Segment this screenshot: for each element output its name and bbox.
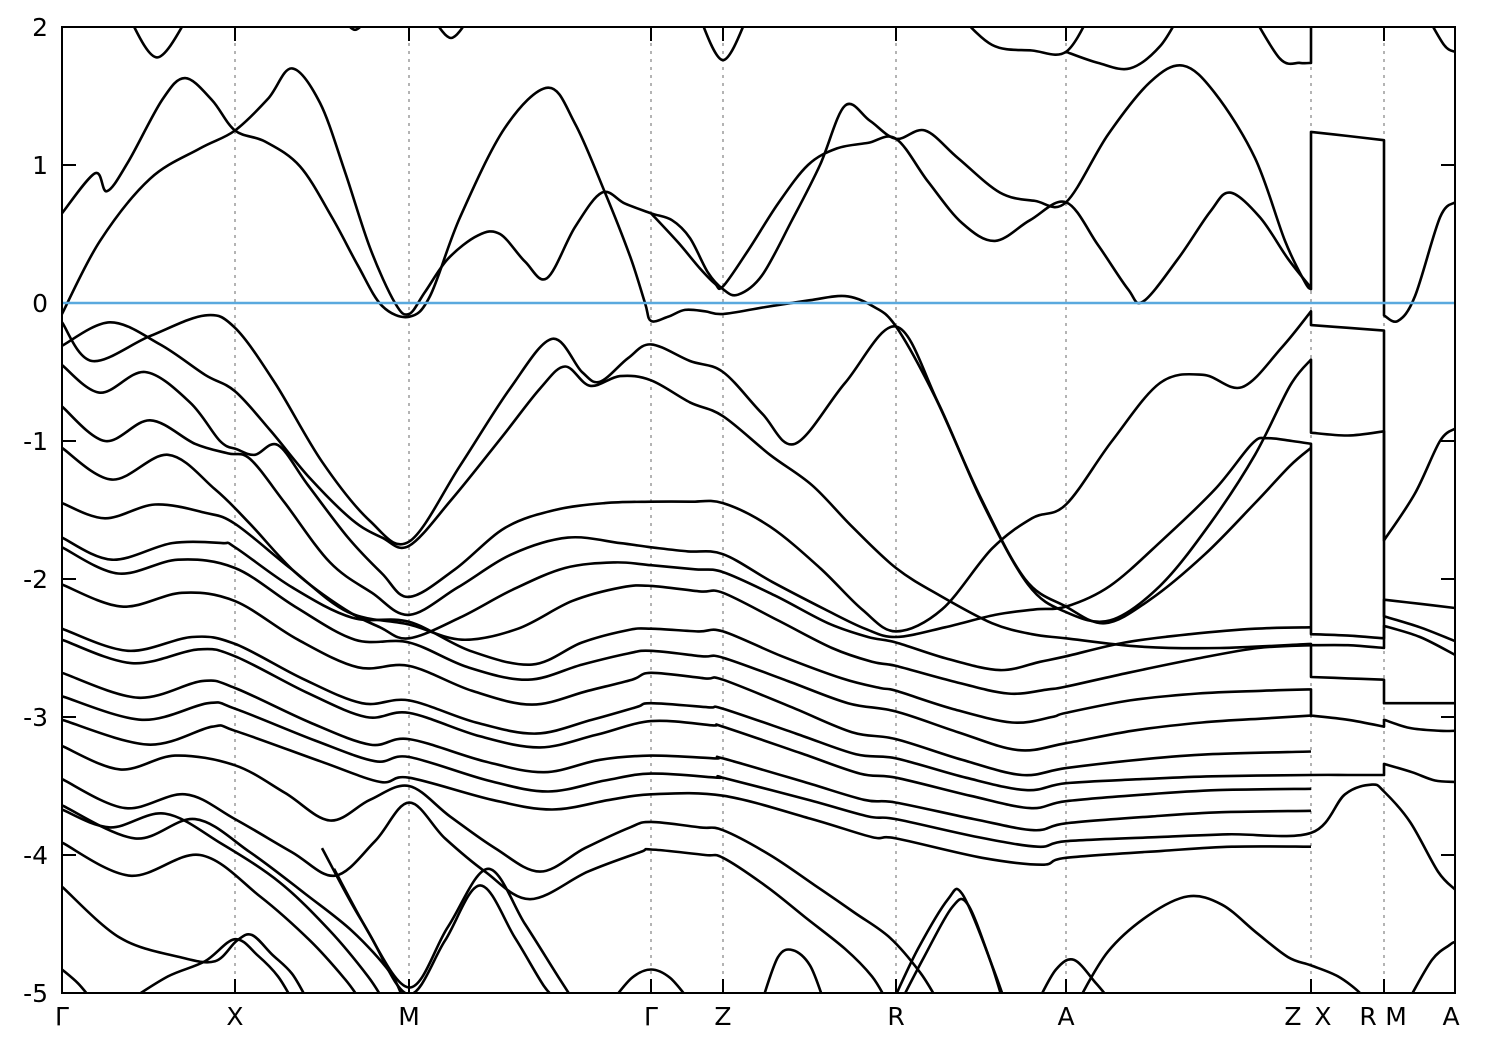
band-curve [132,27,184,59]
band-curves [62,27,1455,993]
x-axis-kpoint-label: X [1314,1002,1331,1031]
band-curve [62,446,1312,672]
y-axis-tick-label: -1 [23,427,48,456]
y-axis-tick-label: 0 [32,289,48,318]
band-curve [62,808,381,993]
band-curve [348,27,362,32]
band-curve [1258,27,1313,66]
band-curve [62,320,1455,657]
band-curve [62,546,1312,752]
y-axis-tick-label: -4 [23,841,48,870]
band-curve [138,937,290,993]
band-curve [650,135,1313,305]
band-curve [62,841,357,993]
x-axis-kpoint-label: Γ [644,1002,658,1031]
x-axis-kpoint-label: R [1359,1002,1376,1031]
band-curve [62,638,1312,810]
x-axis-kpoint-label: Z [714,1002,731,1031]
band-curve [62,695,1455,891]
band-curve [62,64,1455,323]
x-axis-kpoint-label: A [1442,1002,1459,1031]
band-curve [903,897,1004,993]
band-curve [62,968,89,993]
x-axis-kpoint-label: A [1057,1002,1074,1031]
y-axis-tick-label: 2 [32,13,48,42]
band-curve [437,27,465,40]
band-curve [62,583,1312,777]
band-curve [1040,958,1106,993]
band-curve [62,310,1455,643]
band-curve [62,744,935,993]
band-curve [62,405,1455,640]
x-axis-kpoint-label: M [1385,1002,1407,1031]
band-curve [62,501,1455,705]
y-axis-tick-label: -3 [23,703,48,732]
band-curve [763,948,823,993]
band-curve [616,968,686,993]
band-curve [1411,940,1455,993]
band-curve [332,868,552,993]
band-curve [1065,27,1175,71]
x-axis-kpoint-label: Γ [55,1002,69,1031]
band-curve [62,313,1455,624]
band-curve [62,627,1455,792]
x-axis-kpoint-label: R [887,1002,904,1031]
band-curve [1081,894,1362,993]
band-curve [62,777,884,993]
y-axis-tick-label: 1 [32,151,48,180]
plot-border [61,26,1456,994]
band-curve [968,27,1085,56]
band-curve [1431,27,1455,53]
y-axis-tick-label: -2 [23,565,48,594]
band-curve [62,718,1312,866]
band-curve [62,76,1312,625]
band-curve [702,27,745,62]
x-axis-kpoint-label: M [398,1002,420,1031]
y-axis-tick-label: -5 [23,979,48,1008]
band-curve [62,671,1312,832]
x-axis-kpoint-label: X [226,1002,243,1031]
band-curve [62,885,306,993]
x-axis-kpoint-label: Z [1284,1002,1301,1031]
band-curve [62,536,1455,733]
